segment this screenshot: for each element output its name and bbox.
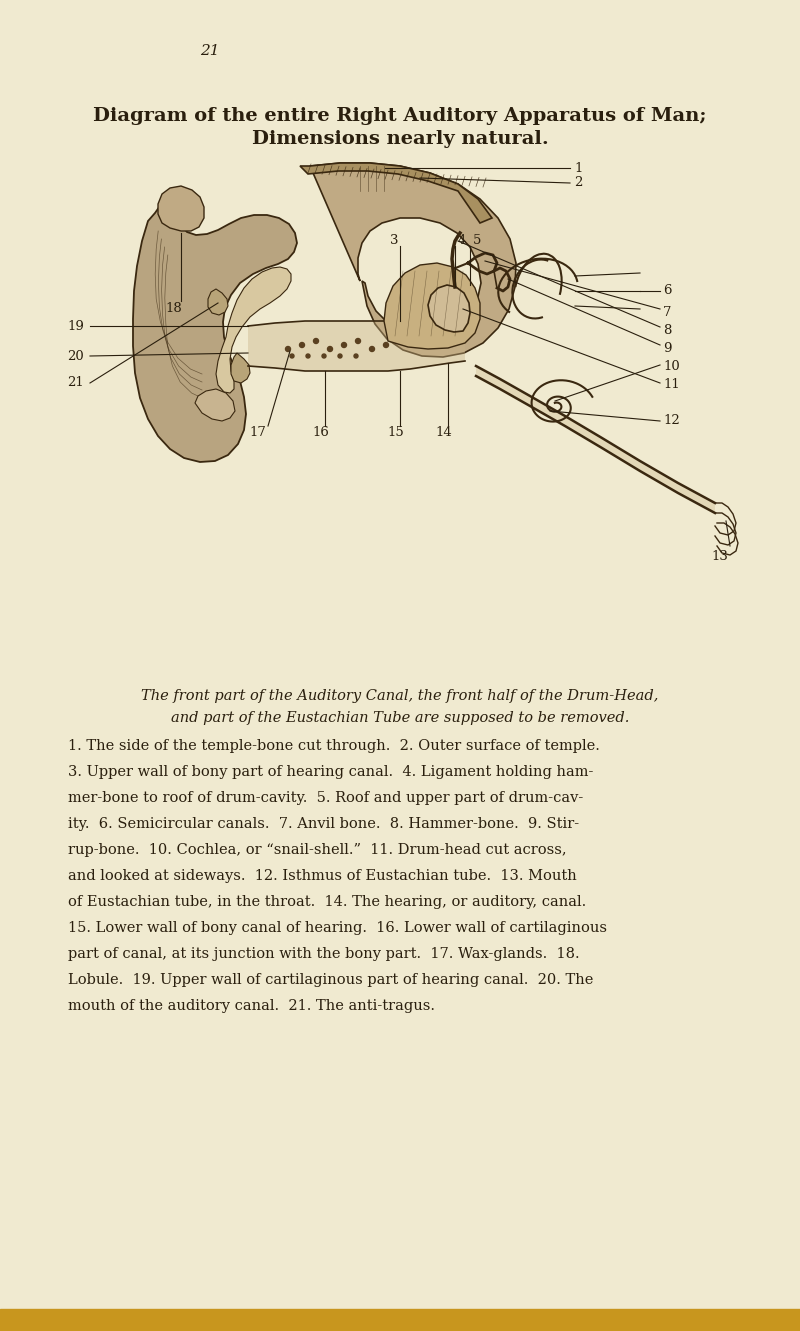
Circle shape	[314, 338, 318, 343]
Circle shape	[299, 342, 305, 347]
Circle shape	[286, 346, 290, 351]
Circle shape	[306, 354, 310, 358]
Text: 16: 16	[313, 426, 330, 439]
Text: mer-bone to roof of drum-cavity.  5. Roof and upper part of drum-cav-: mer-bone to roof of drum-cavity. 5. Roof…	[68, 791, 583, 805]
Polygon shape	[216, 268, 291, 393]
Polygon shape	[310, 162, 516, 357]
Text: 4: 4	[458, 234, 466, 248]
Polygon shape	[428, 285, 470, 331]
Text: and looked at sideways.  12. Isthmus of Eustachian tube.  13. Mouth: and looked at sideways. 12. Isthmus of E…	[68, 869, 577, 882]
Circle shape	[383, 342, 389, 347]
Circle shape	[290, 354, 294, 358]
Circle shape	[322, 354, 326, 358]
Circle shape	[338, 354, 342, 358]
Text: 20: 20	[67, 350, 84, 362]
Text: 19: 19	[67, 319, 84, 333]
Text: 5: 5	[473, 234, 482, 248]
Text: 15: 15	[388, 426, 404, 439]
Polygon shape	[231, 353, 250, 383]
Text: rup-bone.  10. Cochlea, or “snail-shell.”  11. Drum-head cut across,: rup-bone. 10. Cochlea, or “snail-shell.”…	[68, 843, 566, 857]
Text: ity.  6. Semicircular canals.  7. Anvil bone.  8. Hammer-bone.  9. Stir-: ity. 6. Semicircular canals. 7. Anvil bo…	[68, 817, 579, 831]
Polygon shape	[384, 264, 480, 349]
Text: Diagram of the entire Right Auditory Apparatus of Man;: Diagram of the entire Right Auditory App…	[94, 106, 706, 125]
Text: of Eustachian tube, in the throat.  14. The hearing, or auditory, canal.: of Eustachian tube, in the throat. 14. T…	[68, 894, 586, 909]
Text: 1: 1	[574, 161, 582, 174]
Text: 8: 8	[663, 325, 671, 338]
Polygon shape	[300, 162, 492, 224]
Text: part of canal, at its junction with the bony part.  17. Wax-glands.  18.: part of canal, at its junction with the …	[68, 946, 580, 961]
Text: 7: 7	[663, 306, 671, 319]
Text: 18: 18	[166, 302, 182, 315]
Text: 3: 3	[390, 234, 398, 248]
Circle shape	[327, 346, 333, 351]
Text: 21: 21	[67, 377, 84, 390]
Text: mouth of the auditory canal.  21. The anti-tragus.: mouth of the auditory canal. 21. The ant…	[68, 1000, 435, 1013]
Text: 10: 10	[663, 359, 680, 373]
Circle shape	[370, 346, 374, 351]
Text: 21: 21	[200, 44, 220, 59]
Polygon shape	[248, 321, 465, 371]
Polygon shape	[476, 366, 715, 512]
Text: 17: 17	[250, 426, 266, 439]
Text: 3. Upper wall of bony part of hearing canal.  4. Ligament holding ham-: 3. Upper wall of bony part of hearing ca…	[68, 765, 594, 779]
Text: Lobule.  19. Upper wall of cartilaginous part of hearing canal.  20. The: Lobule. 19. Upper wall of cartilaginous …	[68, 973, 594, 988]
Text: Dimensions nearly natural.: Dimensions nearly natural.	[252, 130, 548, 148]
Text: 6: 6	[663, 285, 671, 298]
Text: 9: 9	[663, 342, 671, 355]
Text: The front part of the Auditory Canal, the front half of the Drum-Head,: The front part of the Auditory Canal, th…	[142, 689, 658, 703]
Text: 12: 12	[663, 414, 680, 427]
Polygon shape	[158, 186, 204, 232]
Circle shape	[355, 338, 361, 343]
Text: 13: 13	[711, 550, 729, 563]
Text: 11: 11	[663, 378, 680, 390]
Text: and part of the Eustachian Tube are supposed to be removed.: and part of the Eustachian Tube are supp…	[171, 711, 629, 725]
Polygon shape	[133, 188, 297, 462]
Polygon shape	[208, 289, 228, 315]
Text: 14: 14	[436, 426, 452, 439]
Bar	[0, 1308, 800, 1331]
Text: 15. Lower wall of bony canal of hearing.  16. Lower wall of cartilaginous: 15. Lower wall of bony canal of hearing.…	[68, 921, 607, 934]
Circle shape	[342, 342, 346, 347]
Circle shape	[354, 354, 358, 358]
Text: 1. The side of the temple-bone cut through.  2. Outer surface of temple.: 1. The side of the temple-bone cut throu…	[68, 739, 600, 753]
Polygon shape	[195, 389, 235, 421]
Text: 2: 2	[574, 177, 582, 189]
